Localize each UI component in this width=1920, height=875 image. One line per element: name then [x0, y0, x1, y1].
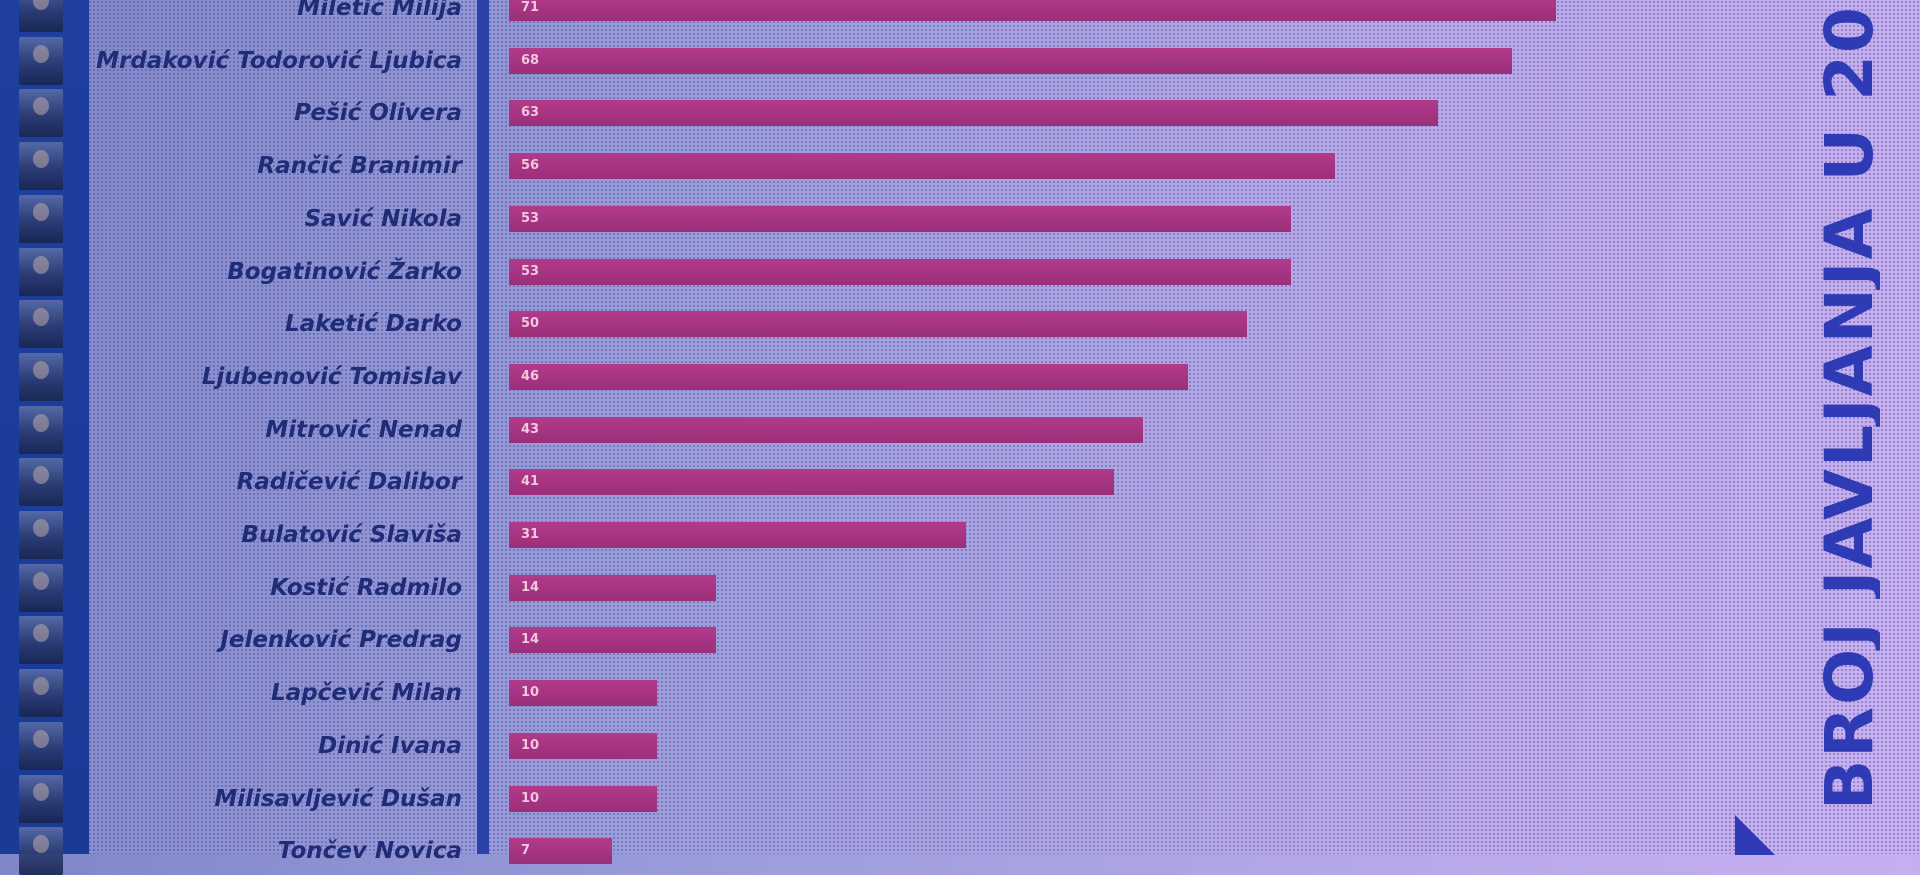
- category-label: Rančić Branimir: [257, 153, 462, 180]
- bar: 14: [509, 627, 716, 654]
- category-label: Ljubenović Tomislav: [201, 363, 462, 390]
- category-label: Dinić Ivana: [318, 732, 462, 759]
- category-label: Milisavljević Dušan: [214, 785, 462, 812]
- bar: 68: [509, 47, 1512, 74]
- person-photo: [19, 300, 63, 349]
- person-photo: [19, 511, 63, 559]
- person-photo: [19, 616, 63, 665]
- bar: 41: [509, 469, 1114, 496]
- person-photo: [19, 0, 63, 32]
- person-photo: [19, 142, 63, 191]
- bar: 14: [509, 574, 716, 601]
- axis-line: [477, 0, 489, 854]
- bar-value-label: 71: [521, 0, 540, 15]
- category-label: Laketić Darko: [284, 311, 462, 338]
- arrow-decoration: [1735, 815, 1775, 855]
- bar: 71: [509, 0, 1557, 21]
- bar: 10: [509, 732, 657, 759]
- photo-strip: [0, 0, 89, 875]
- bar: 31: [509, 522, 967, 548]
- bar: 7: [509, 838, 613, 865]
- bar: 56: [509, 153, 1335, 180]
- bar: 43: [509, 416, 1144, 443]
- chart-title: BROJ JAVLJANJA U 2018: [1820, 0, 1880, 810]
- person-photo: [19, 774, 63, 823]
- person-photo: [19, 827, 63, 875]
- person-photo: [19, 247, 63, 296]
- bar: 10: [509, 785, 657, 812]
- category-label: Kostić Radmilo: [270, 574, 462, 601]
- category-label: Bulatović Slaviša: [241, 522, 462, 548]
- bar: 63: [509, 100, 1439, 127]
- category-label: Mitrović Nenad: [265, 416, 462, 443]
- category-label: Mrdaković Todorović Ljubica: [96, 47, 462, 74]
- category-label: Pešić Olivera: [294, 100, 462, 127]
- bar: 53: [509, 258, 1291, 285]
- bar: 50: [509, 311, 1247, 338]
- bar-value-label: 53: [521, 210, 540, 226]
- person-photo: [19, 458, 63, 507]
- category-label: Miletić Milija: [297, 0, 462, 21]
- bar-value-label: 14: [521, 579, 540, 595]
- person-photo: [19, 194, 63, 243]
- person-photo: [19, 721, 63, 770]
- person-photo: [19, 669, 63, 718]
- bar: 10: [509, 680, 657, 707]
- bar-value-label: 46: [521, 368, 540, 384]
- bar-value-label: 68: [521, 52, 540, 68]
- bar-value-label: 10: [521, 685, 540, 701]
- person-photo: [19, 89, 63, 138]
- category-label: Tončev Novica: [277, 838, 462, 865]
- bar-value-label: 10: [521, 790, 540, 806]
- bar: 46: [509, 363, 1188, 390]
- bar-value-label: 14: [521, 632, 540, 648]
- bar-value-label: 53: [521, 263, 540, 279]
- bar-value-label: 63: [521, 105, 540, 121]
- bar-value-label: 56: [521, 158, 540, 174]
- bar-value-label: 43: [521, 421, 540, 437]
- bar: 53: [509, 205, 1291, 232]
- category-label: Radičević Dalibor: [236, 469, 462, 496]
- person-photo: [19, 563, 63, 612]
- bar-value-label: 10: [521, 737, 540, 753]
- person-photo: [19, 405, 63, 454]
- category-label: Savić Nikola: [304, 205, 462, 232]
- category-label: Lapčević Milan: [271, 680, 462, 707]
- category-label: Bogatinović Žarko: [227, 258, 462, 285]
- bar-value-label: 41: [521, 474, 540, 490]
- bar-value-label: 50: [521, 316, 540, 332]
- bar-value-label: 31: [521, 527, 540, 542]
- person-photo: [19, 352, 63, 401]
- category-label: Jelenković Predrag: [220, 627, 462, 654]
- person-photo: [19, 36, 63, 85]
- bar-value-label: 7: [521, 843, 531, 859]
